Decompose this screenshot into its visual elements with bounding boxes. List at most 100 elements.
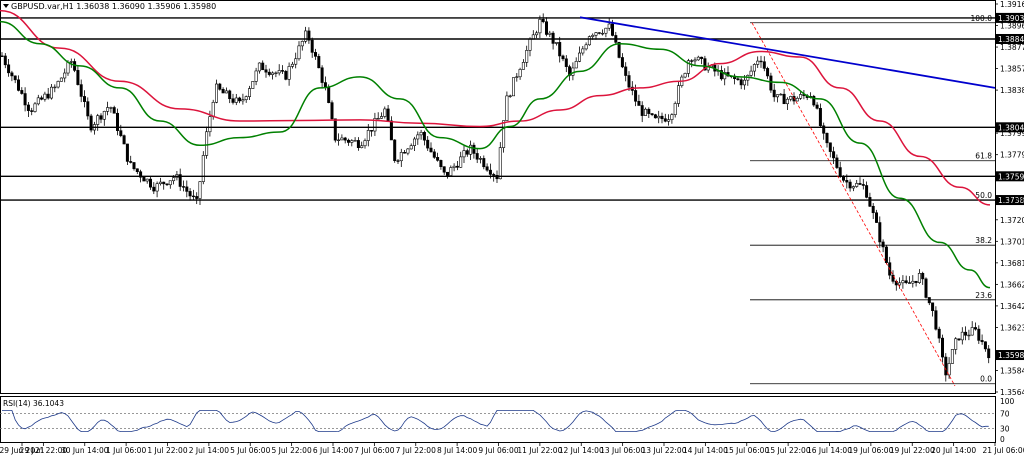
candle-body xyxy=(195,196,199,199)
fast-moving-average xyxy=(0,20,991,289)
candle-body xyxy=(700,56,704,59)
candle-body xyxy=(406,148,410,154)
candle-body xyxy=(198,181,202,199)
candle-body xyxy=(577,52,581,62)
x-tick-label: 16 Jul 14:00 xyxy=(807,446,852,455)
candle-body xyxy=(449,167,453,176)
candle-body xyxy=(307,30,311,41)
candle-body xyxy=(313,52,317,57)
candle-body xyxy=(472,144,476,154)
level-price-label: 1.38843 xyxy=(998,35,1024,44)
candle-body xyxy=(921,273,925,280)
candle-body xyxy=(663,118,667,122)
candle-body xyxy=(366,130,370,141)
candle-body xyxy=(954,338,958,350)
candle-body xyxy=(125,143,129,162)
candle-body xyxy=(152,186,156,192)
candle-body xyxy=(964,331,968,336)
y-tick-label: 1.37400 xyxy=(1000,194,1024,203)
candle-body xyxy=(386,108,390,122)
y-tick-label: 1.37205 xyxy=(1000,216,1024,225)
candle-body xyxy=(845,180,849,183)
candle-body xyxy=(515,76,519,78)
candle-body xyxy=(158,181,162,185)
dropdown-triangle-icon[interactable] xyxy=(3,4,9,8)
candle-body xyxy=(799,94,803,99)
slow-moving-average xyxy=(0,9,991,206)
candle-body xyxy=(676,85,680,104)
candle-body xyxy=(475,153,479,160)
candle-body xyxy=(492,174,496,176)
candle-body xyxy=(455,165,459,168)
candle-body xyxy=(554,42,558,44)
candle-body xyxy=(33,103,37,112)
candle-body xyxy=(769,75,773,91)
candle-body xyxy=(208,116,212,133)
candle-body xyxy=(63,72,67,79)
candle-body xyxy=(399,152,403,162)
candle-body xyxy=(135,168,139,173)
candle-body xyxy=(917,273,921,283)
x-tick-label: 7 Jul 06:00 xyxy=(354,446,394,455)
candle-body xyxy=(749,70,753,76)
level-price-label: 1.37599 xyxy=(998,172,1024,181)
y-tick-label: 1.35645 xyxy=(1000,388,1024,397)
x-tick-label: 15 Jul 06:00 xyxy=(724,446,769,455)
candle-body xyxy=(106,107,110,112)
candle-body xyxy=(267,71,271,75)
candle-body xyxy=(96,115,100,125)
candle-body xyxy=(102,111,106,120)
candle-body xyxy=(759,60,763,63)
candle-body xyxy=(43,93,47,100)
x-tick-label: 29 Jun 2021 xyxy=(0,446,45,455)
candle-body xyxy=(422,131,426,141)
candle-body xyxy=(528,38,532,51)
candle-body xyxy=(469,144,473,155)
y-tick-label: 1.38575 xyxy=(1000,65,1024,74)
candle-body xyxy=(693,59,697,62)
candle-body xyxy=(287,66,291,80)
x-tick-label: 9 Jul 06:00 xyxy=(478,446,518,455)
candle-body xyxy=(650,113,654,116)
rsi-line xyxy=(2,410,989,433)
level-price-label: 1.39034 xyxy=(998,14,1024,23)
candle-body xyxy=(828,142,832,152)
candle-body xyxy=(30,110,34,112)
candle-body xyxy=(511,77,515,97)
candle-body xyxy=(558,42,562,57)
candle-body xyxy=(620,57,624,68)
candle-body xyxy=(241,99,245,102)
candle-body xyxy=(855,183,859,187)
x-tick-label: 19 Jul 22:00 xyxy=(890,446,935,455)
candle-body xyxy=(350,140,354,143)
candle-body xyxy=(370,130,374,132)
candle-body xyxy=(149,178,153,188)
level-price-tag xyxy=(996,122,1024,133)
x-tick-label: 8 Jul 14:00 xyxy=(437,446,477,455)
candle-body xyxy=(23,93,27,106)
candle-body xyxy=(346,139,350,143)
candle-body xyxy=(182,186,186,188)
candle-body xyxy=(944,356,948,376)
current-price-tag xyxy=(996,350,1024,361)
candle-body xyxy=(591,34,595,37)
y-tick-label: 1.38965 xyxy=(1000,22,1024,31)
candle-body xyxy=(188,191,192,197)
candle-body xyxy=(775,94,779,98)
y-tick-label: 1.35840 xyxy=(1000,366,1024,375)
candle-body xyxy=(205,131,209,156)
candle-body xyxy=(462,150,466,158)
x-tick-label: 19 Jul 06:00 xyxy=(848,446,893,455)
level-price-tag xyxy=(996,33,1024,44)
candle-body xyxy=(343,137,347,141)
candle-body xyxy=(891,274,895,282)
candle-body xyxy=(218,83,222,90)
candle-body xyxy=(224,90,228,94)
candle-body xyxy=(584,44,588,50)
candle-body xyxy=(211,101,215,117)
candle-body xyxy=(10,72,14,77)
fib-level-label: 23.6 xyxy=(975,291,992,300)
trendline xyxy=(579,16,996,89)
candles xyxy=(0,13,991,382)
candle-body xyxy=(373,118,377,132)
